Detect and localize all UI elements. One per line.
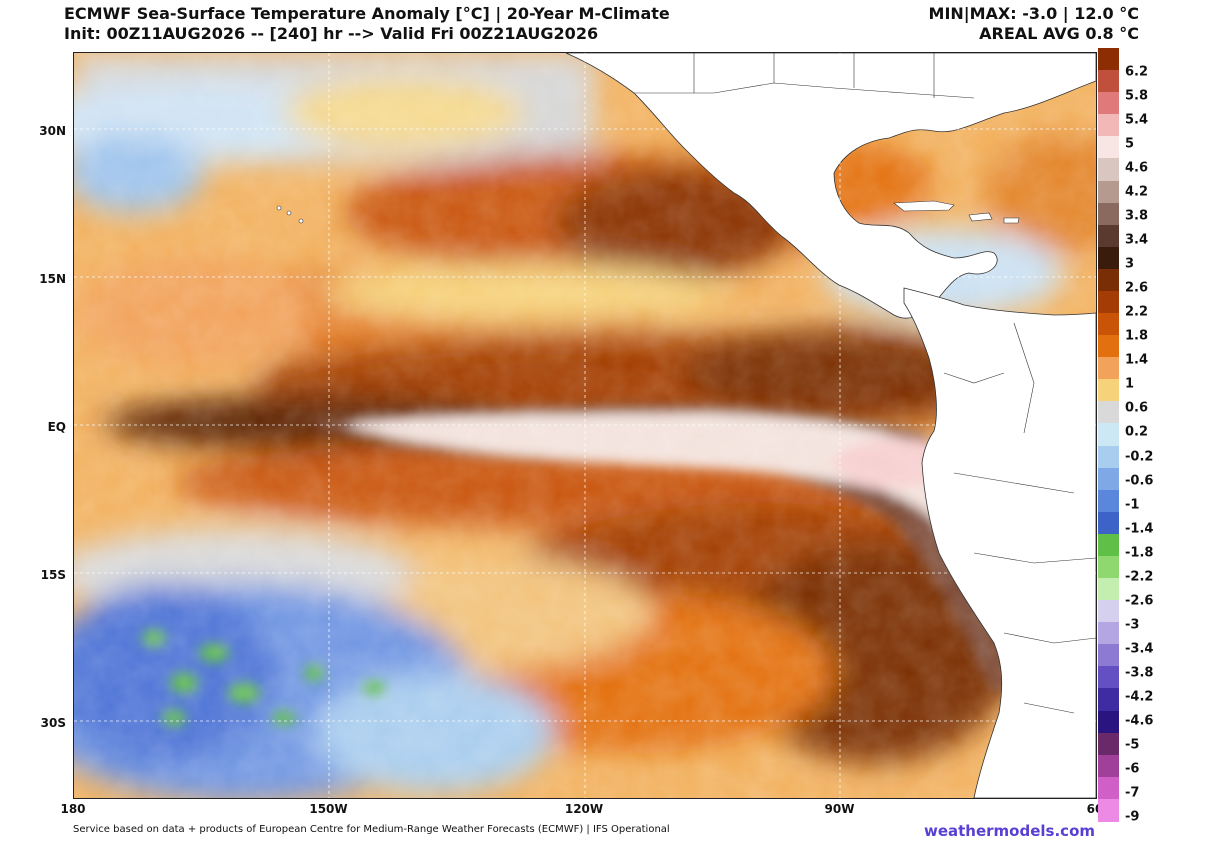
caribbean-islands	[276, 200, 1020, 224]
areal-avg-readout: AREAL AVG 0.8 °C	[979, 24, 1139, 43]
colorbar-swatch	[1098, 600, 1119, 623]
colorbar-swatch	[1098, 776, 1119, 800]
colorbar-label: 2.2	[1125, 304, 1149, 320]
colorbar-label: 3.4	[1125, 232, 1149, 248]
colorbar-label: -4.6	[1125, 713, 1154, 729]
colorbar-label: -1	[1125, 497, 1140, 513]
lat-label: 15N	[39, 271, 66, 286]
colorbar-label: 0.2	[1125, 424, 1149, 440]
map-title: ECMWF Sea-Surface Temperature Anomaly [°…	[64, 4, 670, 23]
colorbar-label: -2.6	[1125, 593, 1154, 609]
colorbar-swatch	[1098, 313, 1119, 336]
colorbar-label: 4.6	[1125, 160, 1149, 176]
colorbar-label: -1.8	[1125, 545, 1154, 561]
colorbar-swatch	[1098, 511, 1119, 535]
colorbar-swatch	[1098, 379, 1119, 402]
colorbar-label: -1.4	[1125, 521, 1154, 537]
land-masses	[565, 53, 1096, 798]
sst-anomaly-map	[73, 52, 1097, 799]
colorbar-swatch	[1098, 401, 1119, 425]
colorbar-swatch	[1098, 622, 1119, 645]
colorbar-swatch	[1098, 48, 1119, 71]
colorbar-swatch	[1098, 202, 1119, 226]
colorbar-label: 1.8	[1125, 328, 1149, 344]
colorbar-label: 5	[1125, 136, 1135, 152]
colorbar-swatch	[1098, 290, 1119, 314]
lon-label: 180	[60, 802, 86, 816]
colorbar-label: -7	[1125, 785, 1140, 801]
colorbar-label: -9	[1125, 809, 1140, 825]
colorbar-swatch	[1098, 180, 1119, 204]
min-max-readout: MIN|MAX: -3.0 | 12.0 °C	[928, 4, 1139, 23]
lon-label: 150W	[309, 802, 348, 816]
colorbar-swatch	[1098, 423, 1119, 447]
colorbar-label: -2.2	[1125, 569, 1154, 585]
colorbar-label: 3	[1125, 256, 1135, 272]
colorbar-swatch	[1098, 688, 1119, 712]
colorbar-swatch	[1098, 357, 1119, 380]
colorbar	[1098, 48, 1119, 822]
colorbar-label: 4.2	[1125, 184, 1149, 200]
colorbar-swatch	[1098, 578, 1119, 601]
lat-label: 30N	[39, 123, 66, 138]
colorbar-label: 2.6	[1125, 280, 1149, 296]
lon-label: 90W	[824, 802, 855, 816]
init-valid-line: Init: 00Z11AUG2026 -- [240] hr --> Valid…	[64, 24, 599, 43]
colorbar-swatch	[1098, 246, 1119, 270]
colorbar-swatch	[1098, 158, 1119, 182]
colorbar-label: 5.8	[1125, 88, 1149, 104]
colorbar-label: 1.4	[1125, 352, 1149, 368]
colorbar-label: -4.2	[1125, 689, 1154, 705]
colorbar-label: -5	[1125, 737, 1140, 753]
credit-footer: Service based on data + products of Euro…	[73, 824, 670, 835]
colorbar-label: 0.6	[1125, 400, 1149, 416]
colorbar-label: 3.8	[1125, 208, 1149, 224]
colorbar-swatch	[1098, 445, 1119, 469]
colorbar-swatch	[1098, 710, 1119, 734]
colorbar-swatch	[1098, 555, 1119, 579]
colorbar-label: -3.8	[1125, 665, 1154, 681]
country-borders	[634, 53, 1096, 714]
colorbar-label: -3	[1125, 617, 1140, 633]
lat-label: 15S	[40, 567, 66, 582]
colorbar-label: -3.4	[1125, 641, 1154, 657]
colorbar-label: 5.4	[1125, 112, 1149, 128]
colorbar-swatch	[1098, 136, 1119, 159]
colorbar-swatch	[1098, 533, 1119, 557]
colorbar-swatch	[1098, 666, 1119, 690]
lat-label: EQ	[47, 419, 66, 434]
colorbar-swatch	[1098, 732, 1119, 756]
colorbar-label: -0.6	[1125, 473, 1154, 489]
colorbar-swatch	[1098, 798, 1119, 822]
colorbar-swatch	[1098, 467, 1119, 491]
lon-label: 120W	[564, 802, 604, 816]
colorbar-swatch	[1098, 70, 1119, 93]
colorbar-label: -0.2	[1125, 449, 1154, 465]
colorbar-swatch	[1098, 489, 1119, 513]
colorbar-swatch	[1098, 114, 1119, 137]
graticule	[74, 53, 1096, 798]
brand-link[interactable]: weathermodels.com	[923, 822, 1095, 840]
colorbar-swatch	[1098, 754, 1119, 778]
map-svg	[74, 53, 1096, 798]
colorbar-label: -6	[1125, 761, 1140, 777]
colorbar-swatch	[1098, 268, 1119, 292]
colorbar-swatch	[1098, 335, 1119, 358]
lat-label: 30S	[40, 715, 66, 730]
colorbar-swatch	[1098, 224, 1119, 248]
colorbar-label: 6.2	[1125, 64, 1149, 80]
colorbar-swatch	[1098, 92, 1119, 115]
colorbar-label: 1	[1125, 376, 1135, 392]
colorbar-swatch	[1098, 644, 1119, 667]
